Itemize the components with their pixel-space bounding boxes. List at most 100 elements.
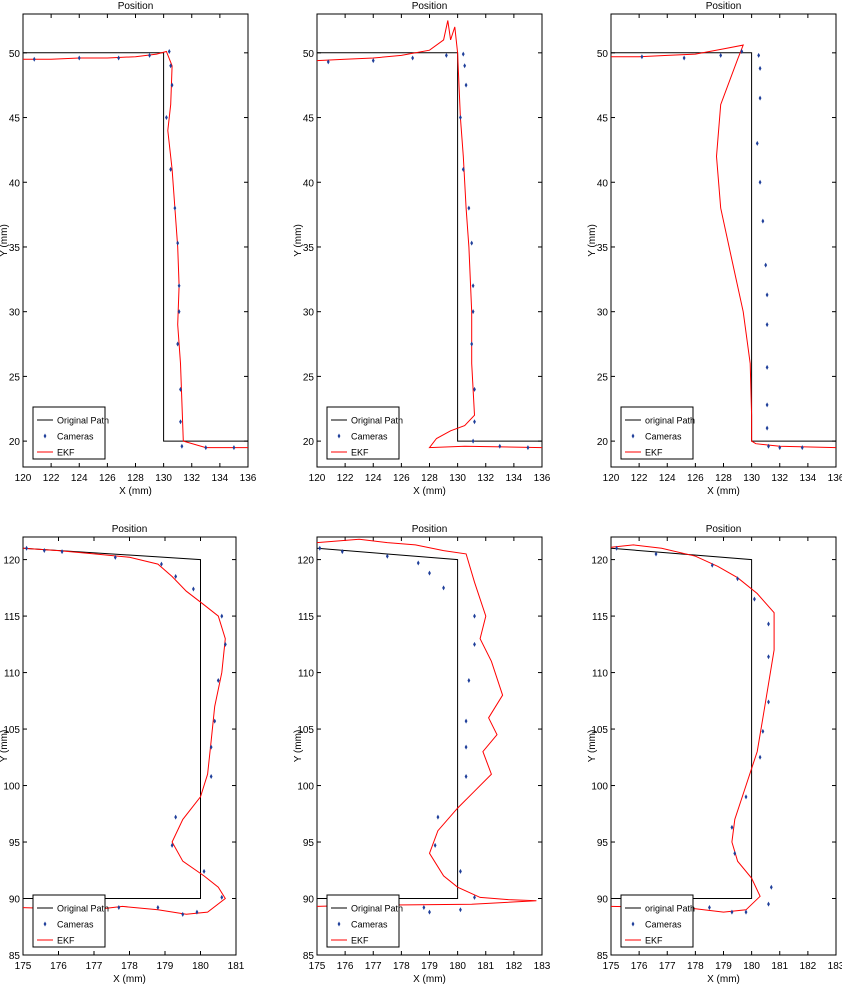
camera-point <box>764 262 768 268</box>
camera-point <box>473 894 476 900</box>
camera-point <box>640 54 644 60</box>
camera-point <box>461 51 465 57</box>
x-tick-label: 120 <box>309 473 326 484</box>
legend-swatch-cameras <box>43 921 47 927</box>
legend: original Path Cameras EKF <box>620 406 695 460</box>
x-tick-label: 122 <box>337 473 354 484</box>
plot-frame <box>22 536 237 956</box>
camera-point <box>473 386 476 392</box>
x-tick-label: 178 <box>687 961 704 972</box>
camera-point <box>177 309 181 315</box>
plot-area <box>23 49 248 451</box>
y-tick-label: 40 <box>597 178 609 189</box>
camera-point <box>473 419 476 425</box>
y-tick-label: 120 <box>297 556 314 567</box>
camera-point <box>192 586 195 592</box>
camera-point <box>765 425 769 431</box>
plot-area <box>23 545 227 917</box>
camera-point <box>60 549 64 555</box>
y-tick-label: 50 <box>597 49 609 60</box>
camera-point <box>204 445 208 451</box>
x-tick-label: 180 <box>192 961 209 972</box>
x-tick-label: 126 <box>99 473 116 484</box>
y-tick-label: 30 <box>303 308 315 319</box>
x-tick-label: 128 <box>127 473 144 484</box>
x-tick-label: 183 <box>828 961 842 972</box>
x-tick-label: 180 <box>449 961 466 972</box>
camera-point <box>461 166 465 172</box>
camera-point <box>174 814 178 820</box>
camera-point <box>117 55 121 61</box>
camera-point <box>753 596 756 602</box>
chart-title: Position <box>706 1 742 12</box>
series-ekf <box>317 20 542 449</box>
x-tick-label: 177 <box>659 961 676 972</box>
y-axis-label: Y (mm) <box>0 730 10 763</box>
camera-point <box>733 850 737 856</box>
y-tick-label: 25 <box>303 372 315 383</box>
camera-point <box>179 386 182 392</box>
camera-point <box>176 240 180 246</box>
legend-label: EKF <box>645 936 663 946</box>
camera-point <box>169 63 173 69</box>
series-ekf <box>611 544 775 913</box>
camera-point <box>736 576 739 582</box>
camera-point <box>223 641 227 647</box>
x-tick-label: 122 <box>43 473 60 484</box>
camera-point <box>326 59 330 65</box>
x-axis-label: X (mm) <box>707 974 740 985</box>
camera-point <box>767 901 770 907</box>
camera-point <box>459 907 462 913</box>
y-tick-label: 110 <box>298 669 314 680</box>
chart-title: Position <box>706 524 742 535</box>
x-tick-label: 120 <box>15 473 32 484</box>
camera-point <box>436 814 440 820</box>
chart-panel-1: 120 122 124 126 128 130 132 134 136 20 25 30 35 40 45 5… <box>0 1 257 497</box>
camera-point <box>169 166 173 172</box>
camera-point <box>758 95 762 101</box>
camera-point <box>464 744 468 750</box>
camera-point <box>459 868 462 874</box>
y-axis-label: Y (mm) <box>293 224 304 257</box>
x-tick-label: 134 <box>506 473 523 484</box>
y-tick-label: 35 <box>597 243 609 254</box>
y-tick-label: 90 <box>9 895 21 906</box>
y-tick-label: 110 <box>4 669 20 680</box>
legend-box <box>326 406 400 460</box>
camera-point <box>340 549 344 555</box>
camera-point <box>767 621 770 627</box>
camera-point <box>719 52 723 58</box>
legend-label: Cameras <box>645 432 682 442</box>
y-tick-label: 90 <box>597 895 609 906</box>
camera-point <box>765 402 769 408</box>
y-tick-label: 45 <box>9 114 21 125</box>
camera-point <box>710 562 714 568</box>
x-axis-label: X (mm) <box>413 486 446 497</box>
camera-point <box>165 115 168 121</box>
y-tick-label: 85 <box>9 951 21 962</box>
camera-point <box>498 443 502 449</box>
x-tick-label: 132 <box>183 473 200 484</box>
legend-label: Original Path <box>57 416 109 426</box>
legend-label: Original Path <box>351 904 403 914</box>
y-tick-label: 20 <box>303 437 315 448</box>
x-tick-label: 179 <box>715 961 732 972</box>
y-tick-label: 95 <box>9 838 21 849</box>
chart-panel-5: 175 176 177 178 179 180 181 182 183 85 90 95 100 105 1… <box>293 524 551 985</box>
legend-swatch-cameras <box>631 921 635 927</box>
camera-point <box>470 341 474 347</box>
legend-label: original Path <box>645 416 695 426</box>
y-tick-label: 40 <box>303 178 315 189</box>
legend-label: Cameras <box>645 920 682 930</box>
x-tick-label: 182 <box>800 961 817 972</box>
y-tick-label: 50 <box>303 49 315 60</box>
camera-point <box>473 641 476 647</box>
x-tick-label: 177 <box>86 961 103 972</box>
series-ekf <box>23 547 226 915</box>
camera-point <box>463 63 467 69</box>
y-tick-label: 35 <box>303 243 315 254</box>
y-tick-label: 105 <box>591 725 608 736</box>
legend-label: Cameras <box>57 432 94 442</box>
camera-point <box>181 911 185 917</box>
legend-swatch-cameras <box>337 921 341 927</box>
